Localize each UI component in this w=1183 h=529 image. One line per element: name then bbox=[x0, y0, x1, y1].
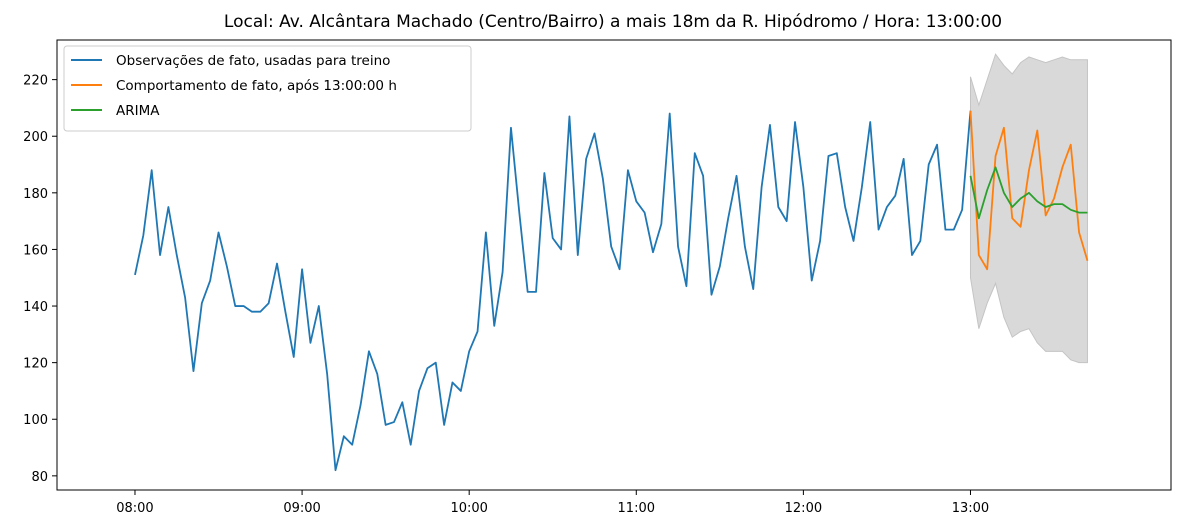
y-tick-label: 220 bbox=[23, 74, 48, 89]
x-tick-label: 09:00 bbox=[283, 501, 320, 516]
x-axis: 08:00 09:00 10:00 11:00 12:00 13:00 bbox=[116, 490, 989, 516]
y-tick-label: 120 bbox=[23, 357, 48, 372]
x-tick-label: 08:00 bbox=[116, 501, 153, 516]
y-tick-label: 100 bbox=[23, 413, 48, 428]
x-tick-label: 11:00 bbox=[618, 501, 655, 516]
plot-frame bbox=[56, 39, 1172, 491]
legend-label-2: ARIMA bbox=[116, 103, 160, 119]
y-tick-label: 180 bbox=[23, 187, 48, 202]
y-tick-label: 140 bbox=[23, 300, 48, 315]
y-tick-label: 80 bbox=[31, 470, 48, 485]
legend-label-0: Observações de fato, usadas para treino bbox=[116, 53, 390, 69]
series-line-2 bbox=[969, 166, 1088, 220]
x-tick-label: 10:00 bbox=[450, 501, 487, 516]
chart-title: Local: Av. Alcântara Machado (Centro/Bai… bbox=[224, 12, 1002, 32]
legend-label-1: Comportamento de fato, após 13:00:00 h bbox=[116, 78, 397, 94]
x-tick-label: 12:00 bbox=[785, 501, 822, 516]
confidence-band bbox=[969, 53, 1088, 364]
series-line-0 bbox=[134, 110, 972, 472]
series-layer bbox=[134, 110, 1089, 472]
y-tick-label: 160 bbox=[23, 243, 48, 258]
y-axis: 80 100 120 140 160 180 200 220 bbox=[23, 74, 57, 485]
x-tick-label: 13:00 bbox=[952, 501, 989, 516]
y-tick-label: 200 bbox=[23, 130, 48, 145]
legend-frame bbox=[63, 45, 472, 132]
confidence-band-layer bbox=[969, 53, 1088, 364]
series-line-1 bbox=[969, 110, 1089, 271]
legend: Observações de fato, usadas para treino C… bbox=[63, 45, 472, 132]
